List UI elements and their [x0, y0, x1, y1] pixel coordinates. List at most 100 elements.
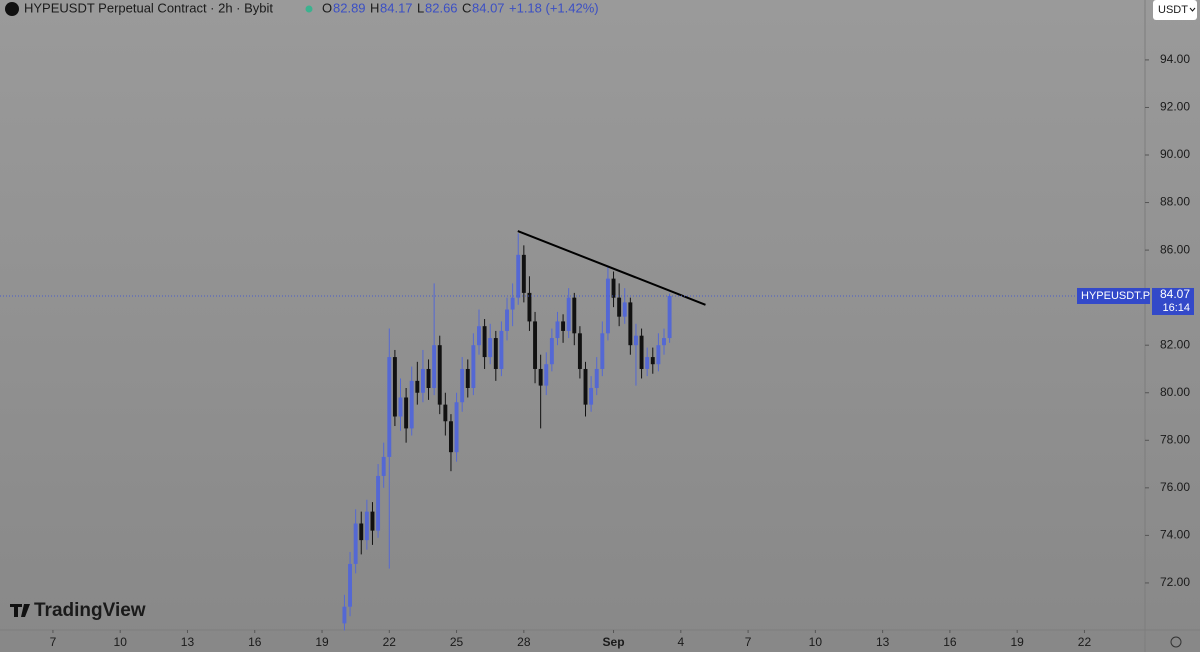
- candle-body: [549, 338, 554, 365]
- candle-body: [443, 404, 448, 422]
- x-tick-label: 19: [1011, 635, 1025, 649]
- candle-body: [633, 335, 638, 346]
- status-dot: [305, 5, 313, 13]
- x-tick-label: 4: [677, 635, 684, 649]
- candle-body: [420, 368, 425, 393]
- candle-body: [404, 397, 409, 429]
- candle-body: [628, 302, 633, 346]
- candle-body: [342, 606, 347, 624]
- x-tick-label: 10: [114, 635, 128, 649]
- candle-body: [600, 333, 605, 369]
- x-tick-label: 13: [181, 635, 195, 649]
- candle-body: [499, 330, 504, 369]
- candle-body: [650, 357, 655, 365]
- x-tick-label: 10: [809, 635, 823, 649]
- ohlc-label: L: [417, 0, 424, 15]
- candle-body: [656, 345, 661, 365]
- ohlc-value: 82.66: [425, 0, 458, 15]
- y-tick-label: 82.00: [1160, 337, 1190, 351]
- y-tick-label: 72.00: [1160, 575, 1190, 589]
- candle-body: [583, 368, 588, 405]
- candle-body: [392, 357, 397, 417]
- candle-body: [415, 380, 420, 393]
- ohlc-value: 84.07: [472, 0, 505, 15]
- candle-body: [544, 364, 549, 386]
- candle-body: [667, 295, 672, 339]
- candle-body: [639, 335, 644, 369]
- y-tick-label: 92.00: [1160, 100, 1190, 114]
- candle-body: [432, 345, 437, 388]
- candle-body: [493, 338, 498, 369]
- logo-icon: [10, 604, 30, 617]
- candle-body: [353, 523, 358, 564]
- candle-body: [589, 387, 594, 405]
- y-tick-label: 78.00: [1160, 432, 1190, 446]
- trendline: [517, 230, 706, 306]
- candle-body: [460, 368, 465, 403]
- x-tick-label: 25: [450, 635, 464, 649]
- y-tick-label: 90.00: [1160, 147, 1190, 161]
- symbol-label: HYPEUSDT.P: [1081, 290, 1150, 302]
- candle-body: [359, 523, 364, 541]
- y-tick-label: 94.00: [1160, 52, 1190, 66]
- candle-body: [577, 333, 582, 369]
- candle-body: [364, 511, 369, 541]
- candle-body: [387, 357, 392, 457]
- candle-body: [645, 357, 650, 369]
- symbol-icon: [5, 2, 19, 16]
- candle-body: [566, 297, 571, 331]
- candle-body: [561, 321, 566, 331]
- logo: TradingView: [34, 600, 146, 621]
- candle-body: [477, 326, 481, 346]
- candle-body: [454, 402, 459, 453]
- currency[interactable]: USDT: [1158, 4, 1188, 16]
- candle-body: [622, 302, 627, 317]
- y-tick-label: 76.00: [1160, 480, 1190, 494]
- candle-body: [426, 368, 431, 388]
- ohlc-label: C: [462, 0, 471, 15]
- x-tick-label: 28: [517, 635, 531, 649]
- candle-body: [605, 278, 610, 334]
- y-tick-label: 74.00: [1160, 528, 1190, 542]
- x-tick-label: 16: [248, 635, 262, 649]
- y-tick-label: 88.00: [1160, 195, 1190, 209]
- y-tick-label: 80.00: [1160, 385, 1190, 399]
- candle-body: [437, 345, 442, 405]
- dropdown-icon: [1189, 7, 1196, 12]
- candle-body: [611, 278, 616, 298]
- candle-body: [398, 397, 403, 417]
- candle-body: [617, 297, 622, 317]
- price-label-bg: [1152, 287, 1194, 315]
- x-tick-label: Sep: [603, 635, 625, 649]
- ohlc-label: H: [370, 0, 379, 15]
- settings-icon[interactable]: [1170, 636, 1182, 648]
- candle-body: [381, 456, 386, 476]
- candle-body: [409, 380, 414, 429]
- candle-body: [516, 254, 521, 298]
- price-label: 84.07: [1160, 287, 1190, 301]
- ohlc-label: O: [322, 0, 332, 15]
- candle-body: [488, 338, 493, 358]
- candle-body: [505, 309, 509, 331]
- x-tick-label: 16: [943, 635, 957, 649]
- x-tick-label: 22: [1078, 635, 1092, 649]
- chart-title: HYPEUSDT Perpetual Contract · 2h · Bybit: [24, 0, 273, 15]
- x-tick-label: 7: [745, 635, 752, 649]
- candle-body: [510, 297, 515, 310]
- candle-body: [538, 368, 543, 386]
- candle-body: [555, 321, 560, 339]
- currency-button[interactable]: [1153, 0, 1197, 20]
- symbol-label-bg: [1077, 287, 1150, 304]
- candle-body: [594, 368, 599, 388]
- ohlc-value: 82.89: [333, 0, 366, 15]
- x-tick-label: 7: [50, 635, 57, 649]
- candle-body: [521, 254, 526, 293]
- x-tick-label: 19: [315, 635, 329, 649]
- candle-body: [448, 421, 453, 453]
- candle-body: [572, 297, 577, 334]
- candle-body: [533, 321, 538, 369]
- candle-body: [348, 563, 353, 607]
- ohlc-value: 84.17: [380, 0, 413, 15]
